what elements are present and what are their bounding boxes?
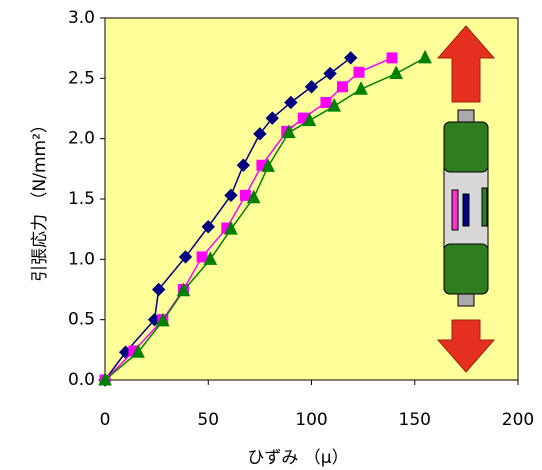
y-axis-label: 引張応力 （N/mm²） <box>30 116 50 282</box>
specimen-illustration <box>436 25 496 373</box>
x-axis-label: ひずみ （μ） <box>247 448 348 468</box>
marker <box>246 189 261 204</box>
x-tick-label: 100 <box>295 410 327 430</box>
x-tick-label: 200 <box>502 410 534 430</box>
marker <box>336 81 348 93</box>
x-tick-label: 150 <box>399 410 431 430</box>
y-tick-label: 0.0 <box>68 370 95 390</box>
marker <box>178 250 193 264</box>
marker <box>323 66 337 81</box>
marker <box>265 111 279 125</box>
arrow-down <box>436 319 496 373</box>
gauge <box>481 187 488 227</box>
y-tick-label: 2.0 <box>68 129 95 149</box>
marker <box>253 127 267 141</box>
marker <box>418 49 432 64</box>
marker <box>302 112 317 127</box>
y-tick-label: 1.5 <box>68 189 95 209</box>
marker <box>156 312 170 327</box>
marker <box>176 282 191 297</box>
marker <box>389 65 403 80</box>
marker <box>354 81 368 95</box>
y-tick-label: 1.0 <box>68 249 95 269</box>
x-tick-label: 0 <box>100 410 111 430</box>
green-band <box>443 243 489 295</box>
marker <box>236 158 251 172</box>
marker <box>386 52 398 64</box>
marker <box>261 158 275 172</box>
green-band <box>443 121 489 173</box>
marker <box>224 221 238 235</box>
marker <box>344 51 358 65</box>
marker <box>304 80 319 94</box>
marker <box>131 344 145 358</box>
marker <box>327 97 342 112</box>
marker <box>201 220 215 234</box>
marker <box>224 188 238 203</box>
marker <box>98 371 112 386</box>
gauge <box>462 193 470 227</box>
x-tick-label: 50 <box>197 410 219 430</box>
marker <box>281 124 296 139</box>
marker <box>151 282 166 297</box>
marker <box>320 96 332 108</box>
y-tick-label: 0.5 <box>68 310 95 330</box>
marker <box>203 251 218 265</box>
marker <box>239 189 251 201</box>
marker <box>196 251 208 263</box>
marker <box>353 66 365 78</box>
y-tick-label: 3.0 <box>68 8 95 28</box>
gauge <box>451 189 459 231</box>
y-tick-label: 2.5 <box>68 68 95 88</box>
marker <box>284 95 298 110</box>
arrow-up <box>436 25 496 103</box>
